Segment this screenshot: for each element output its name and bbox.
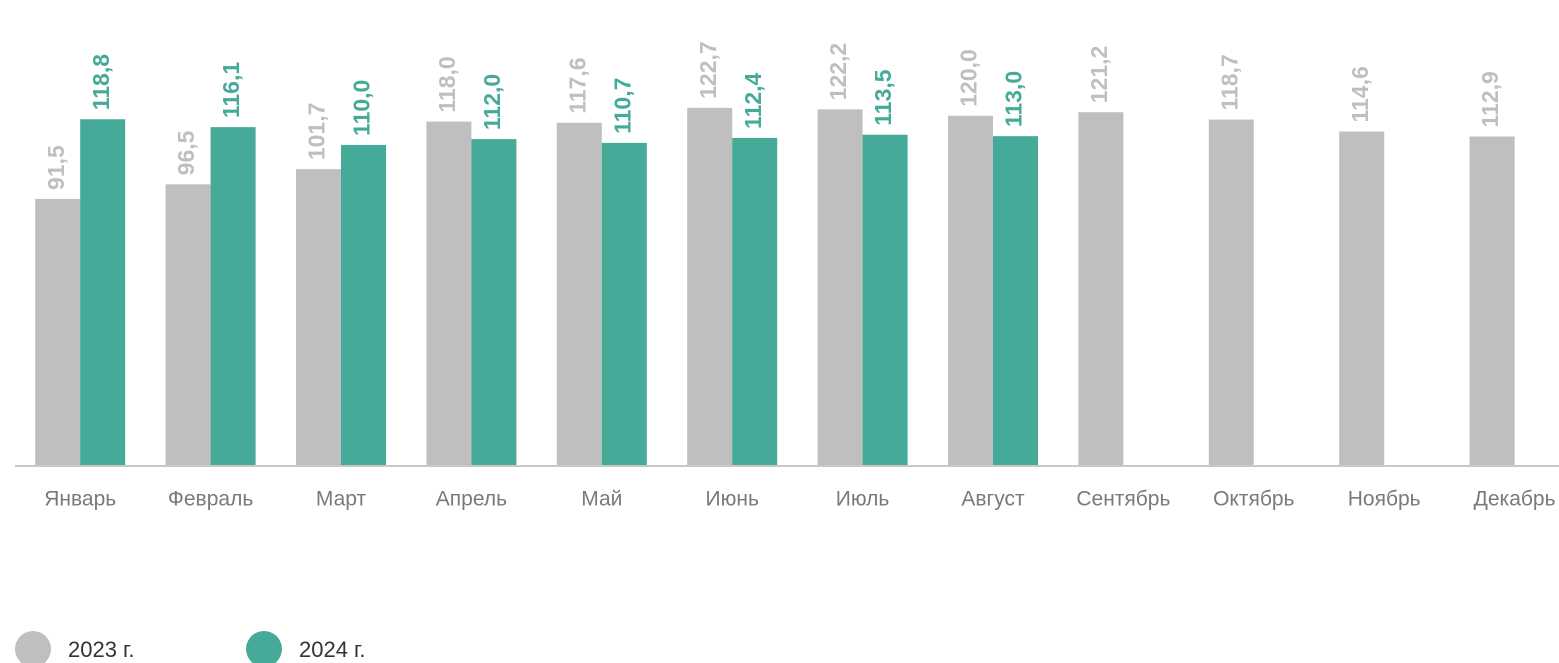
value-label: 118,8 [88,54,114,110]
bar [948,115,993,466]
x-tick-label: Январь [44,488,116,511]
value-label: 118,0 [434,56,460,112]
value-label: 113,5 [870,69,896,125]
value-label: 112,0 [479,74,505,130]
x-tick-label: Сентябрь [1076,488,1170,511]
bar [862,134,908,467]
value-label: 117,6 [564,57,590,113]
bar [1339,131,1385,467]
bar [993,136,1038,466]
x-tick-label: Декабрь [1474,488,1556,511]
value-label: 120,0 [956,49,982,107]
value-label: 121,2 [1086,46,1112,104]
bar [165,184,211,466]
bar [35,198,81,466]
bar [426,121,472,467]
x-tick-label: Октябрь [1213,488,1294,511]
bar [1208,119,1254,466]
x-tick-label: Апрель [436,488,507,511]
legend-swatch [15,631,51,663]
value-label: 110,7 [609,78,635,134]
bar [687,107,733,466]
bar [732,137,778,466]
bar [1078,112,1124,466]
bar [601,142,647,466]
legend-label: 2023 г. [68,637,135,662]
x-tick-label: Ноябрь [1348,488,1421,511]
bar [296,169,341,466]
value-label: 101,7 [304,103,330,161]
value-label: 118,7 [1216,54,1242,110]
value-label: 122,2 [825,43,851,101]
x-tick-label: Август [961,488,1025,511]
bar [341,144,386,466]
value-label: 122,7 [695,41,721,99]
value-label: 96,5 [173,130,199,175]
x-tick-label: Июль [836,488,890,511]
bar [556,122,602,466]
bar [817,109,863,467]
x-tick-label: Май [581,488,622,511]
bar [1469,136,1515,466]
x-tick-label: Февраль [168,488,253,511]
value-label: 91,5 [43,145,69,190]
value-label: 116,1 [218,62,244,118]
x-tick-label: Март [316,488,367,511]
value-label: 114,6 [1347,66,1373,122]
value-label: 112,9 [1477,71,1503,127]
legend-label: 2024 г. [299,637,366,662]
value-label: 113,0 [1001,71,1027,127]
bar [210,127,256,467]
x-tick-label: Июнь [706,488,759,511]
bar [80,119,126,466]
bar [471,139,517,466]
value-label: 112,4 [740,72,766,128]
value-label: 110,0 [349,80,375,136]
legend-swatch [246,631,282,663]
